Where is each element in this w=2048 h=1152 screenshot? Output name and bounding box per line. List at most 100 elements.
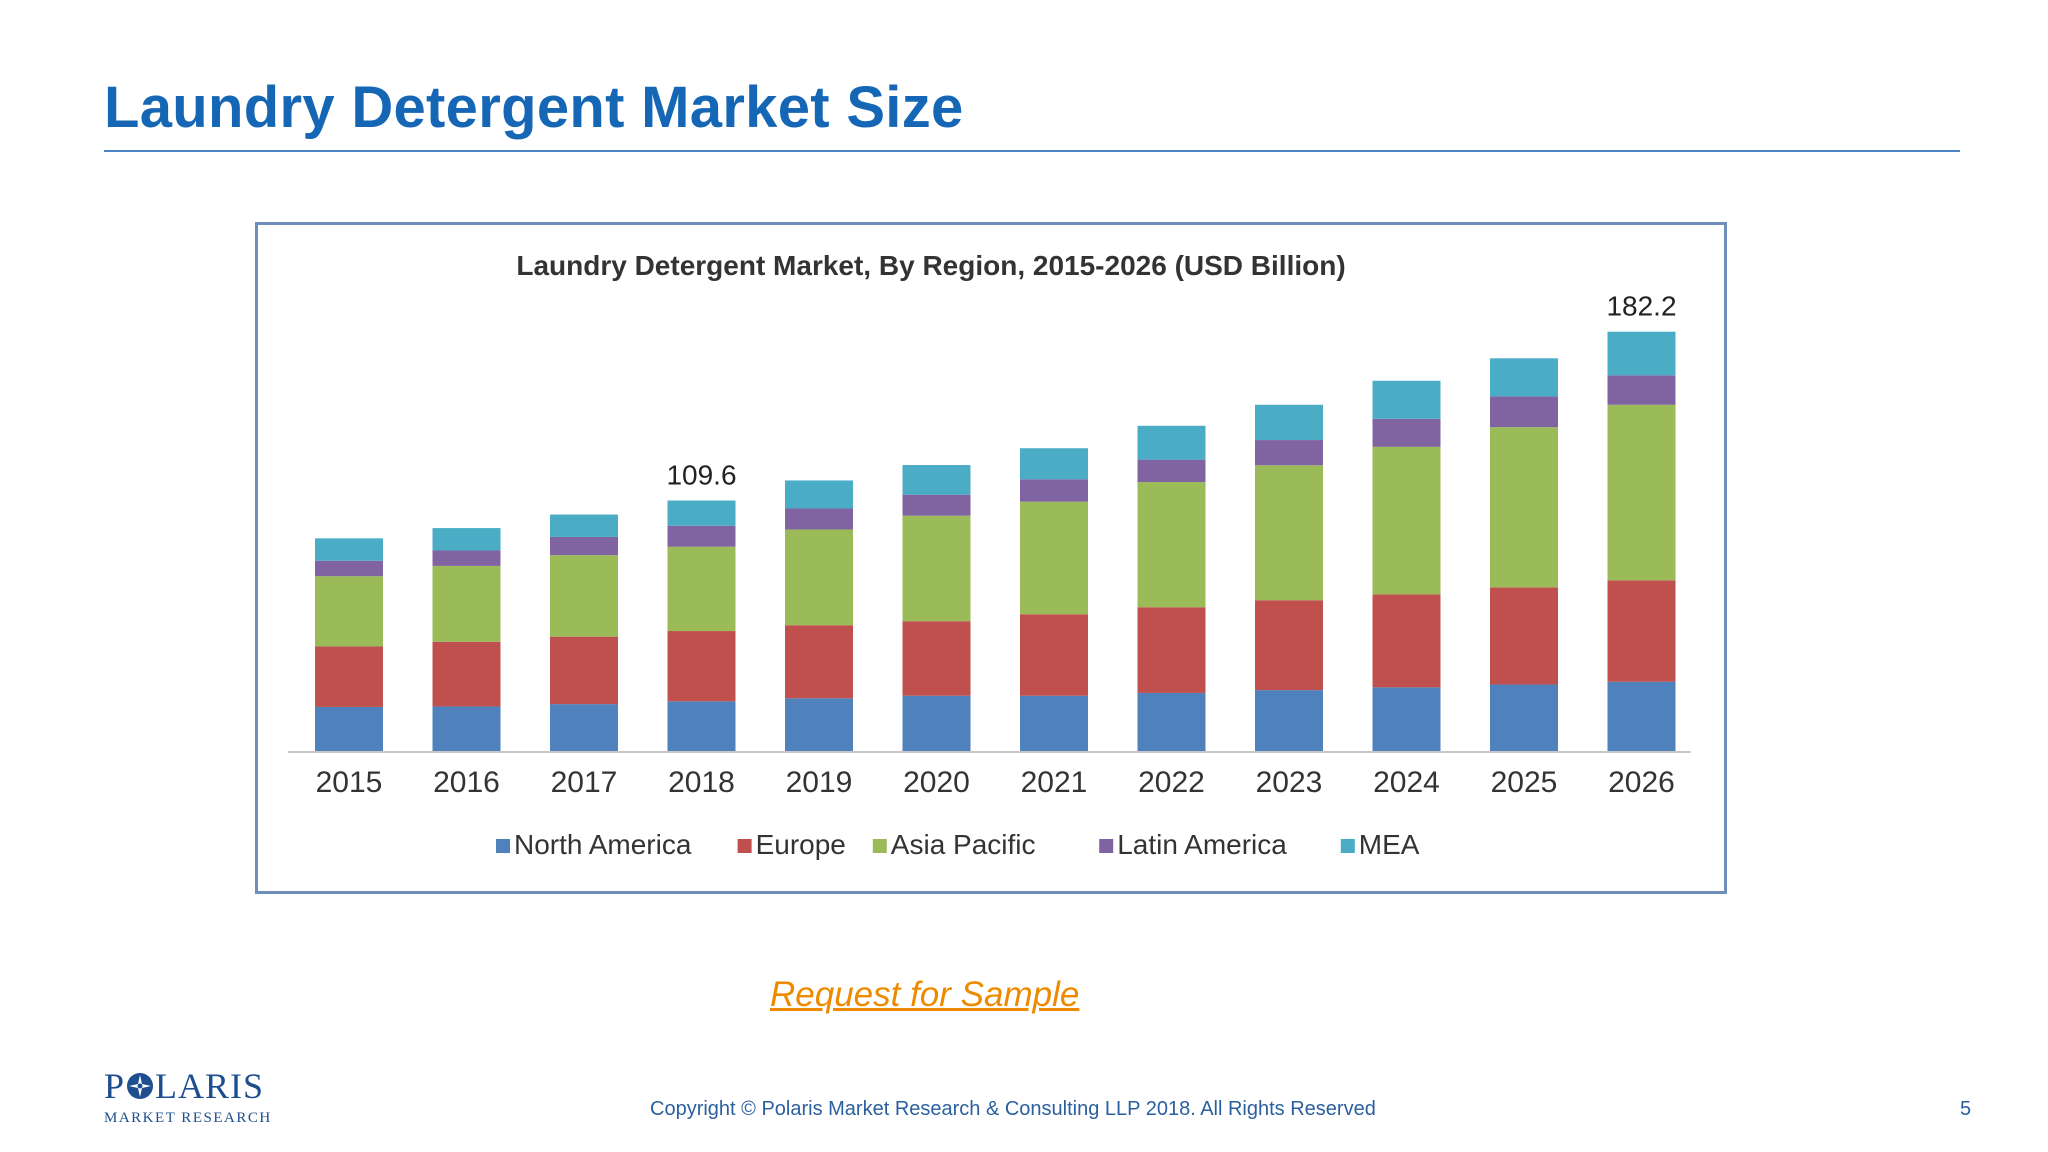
- bar-segment-asia-pacific-2016: [432, 565, 501, 642]
- bar-segment-asia-pacific-2024: [1372, 446, 1441, 595]
- legend-swatch-europe: [737, 839, 752, 853]
- x-tick-label-2015: 2015: [316, 766, 383, 799]
- bar-segment-europe-2022: [1137, 607, 1206, 693]
- polaris-logo: P LARIS MARKET RESEARCH: [104, 1068, 272, 1127]
- bar-segment-latin-america-2022: [1137, 459, 1206, 483]
- bar-segment-latin-america-2026: [1607, 375, 1676, 405]
- bar-segment-latin-america-2017: [550, 536, 618, 556]
- x-tick-label-2018: 2018: [668, 766, 735, 799]
- chart-title: Laundry Detergent Market, By Region, 201…: [516, 250, 1345, 281]
- x-tick-label-2021: 2021: [1021, 766, 1088, 799]
- bar-segment-mea-2023: [1255, 404, 1323, 441]
- x-tick-label-2022: 2022: [1138, 766, 1205, 799]
- bar-segment-asia-pacific-2025: [1490, 427, 1558, 588]
- bar-segment-mea-2024: [1372, 380, 1441, 419]
- bar-segment-europe-2016: [432, 641, 501, 707]
- x-tick-label-2016: 2016: [433, 766, 500, 799]
- bar-segment-latin-america-2024: [1372, 418, 1441, 447]
- legend-swatch-mea: [1340, 839, 1355, 853]
- bar-segment-asia-pacific-2018: [667, 546, 736, 632]
- bar-segment-asia-pacific-2022: [1137, 482, 1206, 608]
- bar-segment-asia-pacific-2023: [1255, 465, 1323, 601]
- legend-label-europe: Europe: [756, 829, 846, 860]
- stacked-bar-chart: Laundry Detergent Market, By Region, 201…: [288, 250, 1691, 860]
- chart-frame: Laundry Detergent Market, By Region, 201…: [255, 222, 1727, 894]
- logo-letters-laris: LARIS: [155, 1066, 265, 1106]
- bar-segment-north-america-2026: [1607, 681, 1676, 752]
- bar-segment-mea-2015: [315, 538, 383, 561]
- x-tick-label-2023: 2023: [1256, 766, 1323, 799]
- bar-segment-north-america-2025: [1490, 684, 1558, 752]
- bar-segment-mea-2021: [1020, 448, 1088, 480]
- bar-segment-mea-2019: [785, 480, 853, 509]
- bar-segment-latin-america-2023: [1255, 440, 1323, 466]
- bar-segment-latin-america-2015: [315, 560, 383, 577]
- bar-segment-latin-america-2021: [1020, 479, 1088, 502]
- bar-segment-mea-2017: [550, 514, 618, 537]
- x-tick-label-2019: 2019: [786, 766, 853, 799]
- bar-segment-mea-2016: [432, 528, 501, 551]
- bar-segment-europe-2025: [1490, 587, 1558, 685]
- legend-label-mea: MEA: [1359, 829, 1420, 860]
- bar-segment-europe-2020: [902, 621, 971, 696]
- bar-segment-latin-america-2016: [432, 550, 501, 566]
- bar-segment-north-america-2022: [1137, 692, 1206, 752]
- bar-segment-europe-2017: [550, 636, 618, 705]
- logo-tagline: MARKET RESEARCH: [104, 1110, 272, 1126]
- chart-legend: North America Europe Asia Pacific Latin Ame…: [496, 829, 1420, 860]
- bars-layer: [315, 331, 1676, 752]
- logo-letter-p: P: [104, 1066, 126, 1106]
- x-tick-label-2026: 2026: [1608, 766, 1675, 799]
- compass-star-icon: [127, 1073, 154, 1099]
- x-tick-label-2025: 2025: [1491, 766, 1558, 799]
- legend-swatch-asia-pacific: [872, 839, 887, 853]
- bar-segment-mea-2025: [1490, 358, 1558, 397]
- data-labels: 109.6 182.2: [666, 291, 1676, 491]
- page-title: Laundry Detergent Market Size: [104, 75, 964, 140]
- legend-label-asia-pacific: Asia Pacific: [891, 829, 1036, 860]
- title-divider: [104, 150, 1960, 152]
- bar-segment-north-america-2021: [1020, 695, 1088, 752]
- bar-segment-mea-2022: [1137, 425, 1206, 460]
- data-label-2026: 182.2: [1606, 291, 1676, 322]
- request-sample-link[interactable]: Request for Sample: [770, 975, 1080, 1014]
- bar-segment-europe-2021: [1020, 614, 1088, 696]
- bar-segment-north-america-2020: [902, 695, 971, 752]
- bar-segment-europe-2023: [1255, 600, 1323, 691]
- x-tick-label-2017: 2017: [551, 766, 618, 799]
- x-tick-labels: 2015 2016 2017 2018 2019 2020 2021 2022 2023 2024…: [316, 766, 1675, 799]
- bar-segment-latin-america-2019: [785, 508, 853, 530]
- legend-label-north-america: North America: [514, 829, 692, 860]
- copyright-text: Copyright © Polaris Market Research & Co…: [650, 1098, 1376, 1120]
- data-label-2018: 109.6: [666, 460, 736, 491]
- bar-segment-europe-2026: [1607, 580, 1676, 682]
- bar-segment-latin-america-2025: [1490, 396, 1558, 428]
- bar-segment-north-america-2015: [315, 706, 383, 752]
- x-tick-label-2024: 2024: [1373, 766, 1440, 799]
- bar-segment-asia-pacific-2026: [1607, 404, 1676, 581]
- bar-segment-asia-pacific-2021: [1020, 501, 1088, 615]
- legend-label-latin-america: Latin America: [1117, 829, 1287, 860]
- bar-segment-mea-2018: [667, 500, 736, 526]
- bar-segment-europe-2018: [667, 631, 736, 702]
- bar-segment-north-america-2023: [1255, 690, 1323, 752]
- bar-segment-north-america-2018: [667, 701, 736, 752]
- logo-wordmark: P LARIS: [104, 1068, 272, 1104]
- bar-segment-asia-pacific-2017: [550, 555, 618, 637]
- bar-segment-europe-2015: [315, 646, 383, 707]
- bar-segment-asia-pacific-2020: [902, 515, 971, 622]
- legend-swatch-north-america: [496, 839, 510, 853]
- x-tick-label-2020: 2020: [903, 766, 970, 799]
- bar-segment-north-america-2017: [550, 704, 618, 752]
- bar-segment-europe-2024: [1372, 594, 1441, 688]
- bar-segment-latin-america-2020: [902, 494, 971, 516]
- legend-swatch-latin-america: [1099, 839, 1114, 853]
- bar-segment-europe-2019: [785, 625, 853, 699]
- bar-segment-mea-2026: [1607, 331, 1676, 376]
- bar-segment-asia-pacific-2019: [785, 529, 853, 626]
- bar-segment-north-america-2016: [432, 706, 501, 752]
- bar-segment-north-america-2019: [785, 698, 853, 752]
- bar-segment-latin-america-2018: [667, 525, 736, 547]
- page-number: 5: [1960, 1098, 1972, 1120]
- bar-segment-north-america-2024: [1372, 687, 1441, 752]
